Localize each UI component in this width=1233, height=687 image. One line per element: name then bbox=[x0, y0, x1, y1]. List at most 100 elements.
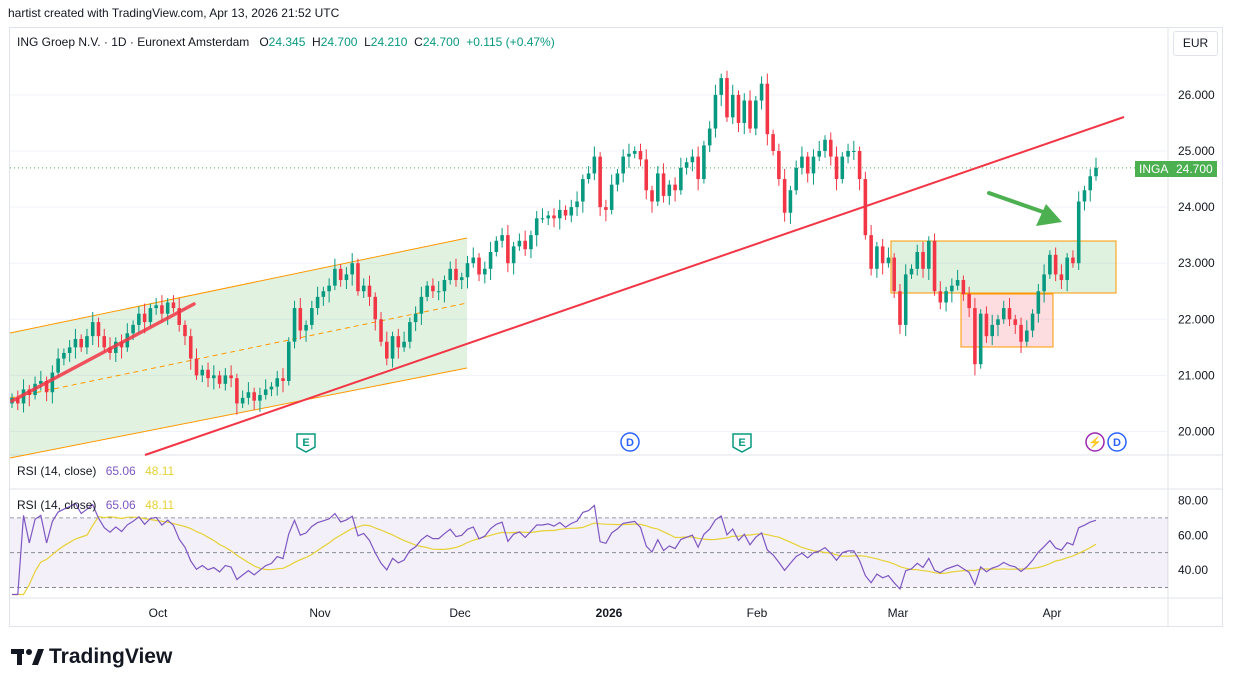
candle-body bbox=[1065, 257, 1069, 281]
short-trendline bbox=[10, 302, 196, 403]
candle-body bbox=[903, 274, 908, 325]
rsi-band-fill bbox=[10, 517, 1168, 588]
candle-body bbox=[384, 341, 389, 359]
tradingview-logo-icon bbox=[11, 647, 45, 667]
candle-body bbox=[177, 308, 182, 325]
long-trendline bbox=[144, 116, 1125, 456]
candle-body bbox=[240, 397, 245, 404]
earnings-event-icon bbox=[732, 433, 752, 453]
candle-body bbox=[183, 324, 187, 337]
candle-body bbox=[915, 251, 920, 269]
candle-body bbox=[350, 263, 354, 275]
candle-body bbox=[736, 94, 741, 123]
candle-body bbox=[984, 313, 989, 337]
chart-attribution: hartist created with TradingView.com, Ap… bbox=[8, 6, 340, 20]
candle-body bbox=[425, 285, 429, 297]
time-axis-label: Feb bbox=[747, 606, 768, 620]
candle-body bbox=[857, 151, 862, 180]
candle-body bbox=[171, 302, 176, 309]
candle-body bbox=[679, 167, 683, 191]
candle-body bbox=[586, 173, 591, 180]
candle-body bbox=[1076, 201, 1081, 264]
candle-body bbox=[782, 179, 787, 213]
candle-body bbox=[188, 336, 193, 359]
candle-body bbox=[805, 156, 810, 174]
rsi-axis-tick: 60.00 bbox=[1178, 528, 1208, 542]
time-axis-label: Nov bbox=[309, 606, 330, 620]
candle-body bbox=[471, 257, 476, 264]
candle-body bbox=[794, 167, 798, 191]
candle-body bbox=[667, 184, 672, 196]
candle-body bbox=[494, 240, 499, 252]
candle-body bbox=[742, 100, 747, 123]
candle-body bbox=[875, 246, 879, 269]
candle-body bbox=[281, 378, 285, 382]
candle-body bbox=[1053, 254, 1058, 275]
candle-body bbox=[996, 319, 1000, 325]
rsi-legend[interactable]: RSI (14, close) 65.06 48.11 bbox=[17, 498, 174, 512]
candle-body bbox=[488, 251, 493, 269]
candle-body bbox=[840, 156, 845, 180]
price-axis-tick: 25.000 bbox=[1178, 144, 1215, 158]
channel-lower-line bbox=[9, 367, 468, 459]
candle-body bbox=[604, 207, 608, 210]
candle-body bbox=[217, 375, 222, 384]
candle-body bbox=[269, 386, 274, 390]
candle-body bbox=[286, 341, 291, 382]
candle-body bbox=[592, 156, 597, 174]
candle-body bbox=[454, 268, 458, 281]
price-axis-tick: 24.000 bbox=[1178, 200, 1215, 214]
price-axis-tick: 23.000 bbox=[1178, 256, 1215, 270]
candle-body bbox=[1007, 308, 1012, 320]
candle-body bbox=[730, 94, 735, 118]
candle-body bbox=[131, 324, 135, 334]
candle-body bbox=[696, 156, 700, 180]
candle-body bbox=[713, 94, 718, 129]
candle-body bbox=[137, 313, 141, 325]
candle-body bbox=[886, 257, 891, 264]
candle-body bbox=[754, 100, 758, 129]
candle-body bbox=[828, 139, 833, 157]
candle-body bbox=[1030, 313, 1035, 331]
event-marker-label: E bbox=[738, 437, 745, 449]
candle-body bbox=[546, 215, 551, 219]
time-axis-label: Apr bbox=[1043, 606, 1062, 620]
candle-body bbox=[707, 128, 712, 146]
candle-body bbox=[39, 381, 43, 384]
candle-body bbox=[615, 173, 620, 185]
candle-body bbox=[898, 291, 902, 325]
event-marker-label: D bbox=[626, 437, 634, 449]
candle-body bbox=[1019, 324, 1023, 342]
candle-body bbox=[477, 257, 481, 275]
tradingview-brand[interactable]: TradingView bbox=[11, 645, 172, 669]
split-event-icon bbox=[1085, 432, 1105, 452]
candle-body bbox=[102, 336, 107, 348]
candle-body bbox=[321, 291, 326, 297]
candle-body bbox=[627, 153, 631, 157]
candle-body bbox=[483, 268, 487, 275]
candle-body bbox=[344, 274, 349, 281]
candle-body bbox=[148, 308, 153, 323]
currency-button[interactable]: EUR bbox=[1173, 31, 1218, 56]
candle-body bbox=[684, 162, 689, 168]
candle-body bbox=[356, 263, 360, 292]
candle-body bbox=[932, 240, 937, 292]
candle-body bbox=[160, 305, 164, 314]
rsi-ma-line bbox=[12, 516, 1097, 596]
price-axis-tick: 20.000 bbox=[1178, 425, 1215, 439]
price-axis-tick: 22.000 bbox=[1178, 312, 1215, 326]
candle-body bbox=[373, 296, 378, 320]
candle-body bbox=[1013, 319, 1018, 325]
candle-body bbox=[644, 159, 649, 191]
candle-body bbox=[15, 397, 20, 404]
candle-body bbox=[661, 173, 666, 196]
candle-body bbox=[396, 336, 401, 348]
arrow-head-icon bbox=[1036, 204, 1062, 226]
rsi-collapsed-legend[interactable]: RSI (14, close) 65.06 48.11 bbox=[17, 464, 174, 478]
brand-name: TradingView bbox=[49, 645, 173, 668]
candle-body bbox=[465, 263, 470, 278]
candle-body bbox=[690, 156, 695, 163]
candle-body bbox=[263, 389, 268, 396]
candle-body bbox=[327, 285, 331, 292]
